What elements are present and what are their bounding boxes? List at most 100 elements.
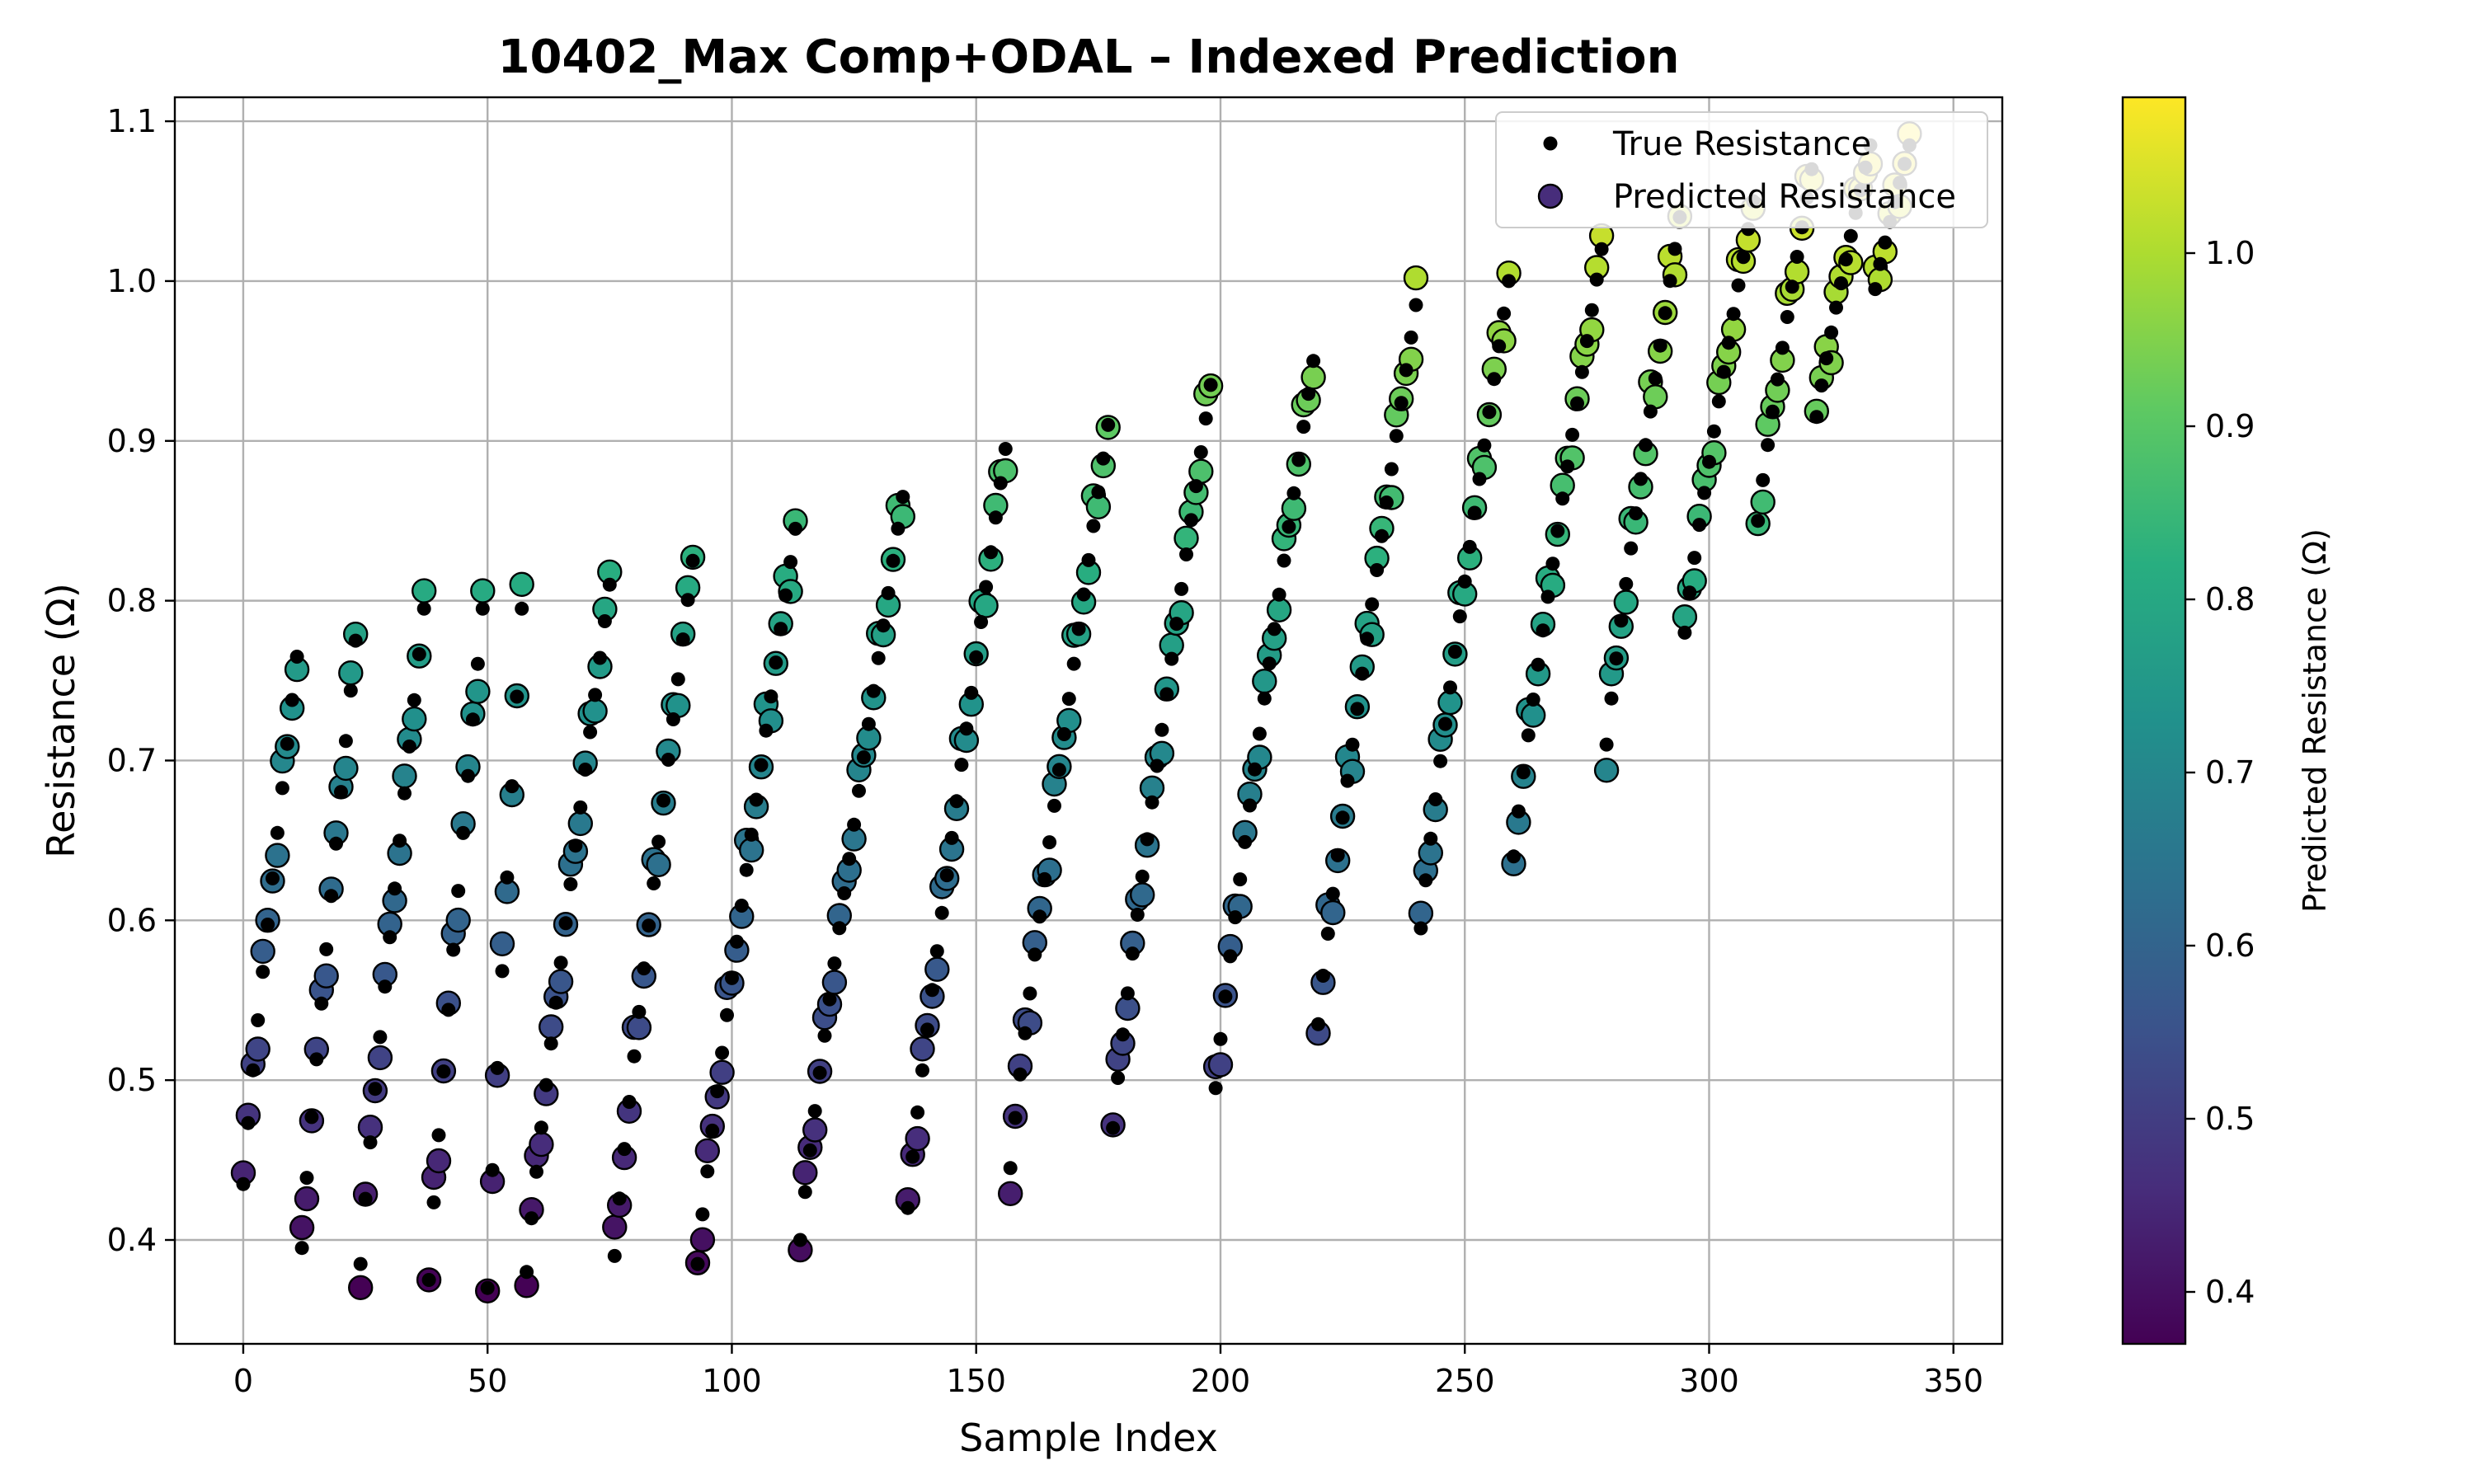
true-point <box>1663 274 1677 289</box>
true-point <box>695 1207 710 1222</box>
true-point <box>1570 396 1584 411</box>
true-point <box>939 868 954 883</box>
true-point <box>1687 551 1702 566</box>
true-point <box>881 585 896 600</box>
true-point <box>343 683 358 698</box>
true-point <box>1155 722 1169 737</box>
true-point <box>1208 1081 1223 1096</box>
true-point <box>1301 387 1316 402</box>
true-point <box>1193 445 1208 459</box>
predicted-point <box>821 970 848 995</box>
true-point <box>1507 849 1521 864</box>
true-point <box>1634 472 1648 486</box>
true-point <box>416 601 431 616</box>
true-point <box>1291 453 1306 467</box>
true-point <box>1277 553 1291 568</box>
true-point <box>568 838 583 853</box>
true-point <box>1008 1111 1023 1125</box>
true-point <box>1120 986 1135 1001</box>
colorbar-ticks: 0.4 0.5 0.6 0.7 0.8 0.9 1.0 <box>2185 235 2255 1310</box>
true-point <box>1433 754 1448 768</box>
true-point <box>1521 728 1536 743</box>
predicted-point <box>1281 495 1307 521</box>
true-point <box>1682 585 1697 600</box>
true-point <box>622 1095 637 1109</box>
true-point <box>1497 306 1512 321</box>
true-point <box>1037 871 1052 886</box>
true-point <box>1051 763 1066 777</box>
true-point <box>797 1185 812 1200</box>
true-point <box>705 1123 720 1138</box>
predicted-point <box>924 956 950 982</box>
true-point <box>1140 832 1155 847</box>
true-point <box>656 793 670 808</box>
true-point <box>431 1128 446 1143</box>
true-point <box>984 545 998 560</box>
x-tick-label: 150 <box>946 1363 1006 1399</box>
true-point <box>627 1049 642 1064</box>
true-point <box>505 779 520 794</box>
true-point <box>1692 518 1707 533</box>
true-point <box>1843 228 1858 243</box>
true-point <box>241 1115 256 1130</box>
true-point <box>993 476 1008 491</box>
true-point <box>812 1065 827 1080</box>
true-point <box>436 1064 451 1079</box>
true-point <box>236 1176 251 1191</box>
true-point <box>1125 946 1140 961</box>
true-point <box>710 1084 725 1099</box>
predicted-point <box>689 1227 716 1252</box>
true-point <box>1198 411 1213 426</box>
true-point <box>1482 405 1497 420</box>
true-point <box>680 593 695 608</box>
colorbar-tick-label: 0.9 <box>2205 408 2255 444</box>
true-point <box>1667 242 1682 256</box>
true-point <box>1751 514 1766 528</box>
true-point <box>543 1036 558 1051</box>
true-point <box>1013 1067 1028 1082</box>
true-point <box>1770 372 1785 387</box>
true-point <box>1589 272 1604 287</box>
true-point <box>1145 795 1159 810</box>
predicted-point <box>1672 604 1698 630</box>
predicted-point <box>426 1148 452 1174</box>
true-point <box>1213 1031 1228 1046</box>
true-point <box>329 836 343 851</box>
legend-true-label: True Resistance <box>1612 125 1871 163</box>
true-point <box>1101 417 1116 432</box>
true-point <box>905 1149 920 1164</box>
true-point <box>744 827 759 842</box>
true-point <box>285 693 299 707</box>
true-point <box>1218 989 1233 1004</box>
true-point <box>1766 404 1780 419</box>
true-point <box>1325 886 1340 901</box>
predicted-point <box>509 571 534 597</box>
true-point <box>651 834 666 849</box>
true-point <box>647 876 661 890</box>
true-point <box>856 750 871 765</box>
true-point <box>1188 479 1203 494</box>
true-point <box>1257 691 1272 706</box>
true-point <box>1203 378 1218 392</box>
true-point <box>807 1104 822 1119</box>
y-tick-label: 0.5 <box>107 1062 157 1098</box>
colorbar-tick-label: 0.5 <box>2205 1101 2255 1137</box>
true-point <box>426 1195 441 1209</box>
true-point <box>383 930 397 945</box>
y-tick-label: 1.0 <box>107 263 157 299</box>
true-point <box>1252 726 1267 741</box>
true-point <box>1169 617 1184 632</box>
true-point <box>1721 336 1736 350</box>
true-point <box>470 656 485 671</box>
true-point <box>402 740 416 754</box>
true-point <box>1477 438 1492 453</box>
true-point <box>1658 306 1672 321</box>
true-point <box>1594 242 1609 256</box>
predicted-point <box>646 852 671 878</box>
true-point <box>734 899 749 913</box>
true-point <box>1711 394 1726 409</box>
predicted-point <box>997 1181 1023 1207</box>
predicted-point <box>626 1015 652 1040</box>
true-point <box>1878 235 1893 250</box>
true-point <box>1609 651 1624 666</box>
